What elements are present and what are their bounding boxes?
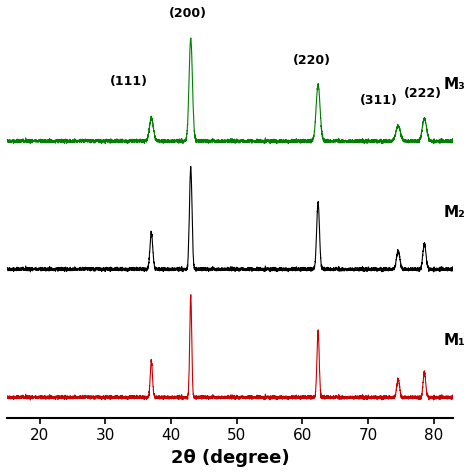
Text: M₃: M₃ <box>444 77 465 92</box>
Text: (200): (200) <box>168 7 207 20</box>
Text: M₂: M₂ <box>444 205 465 220</box>
Text: (220): (220) <box>292 54 330 67</box>
Text: (222): (222) <box>404 87 442 100</box>
Text: (111): (111) <box>109 75 147 88</box>
Text: M₁: M₁ <box>444 333 465 348</box>
X-axis label: 2θ (degree): 2θ (degree) <box>171 449 290 467</box>
Text: (311): (311) <box>359 94 397 107</box>
